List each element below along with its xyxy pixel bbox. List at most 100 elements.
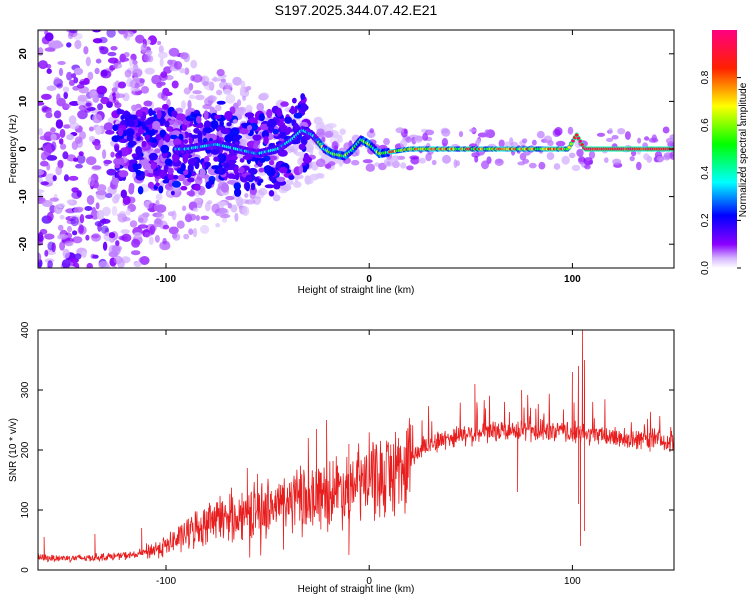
spectrogram-cell: [147, 181, 155, 189]
spectrogram-cell: [268, 190, 275, 197]
spectrogram-cell: [139, 78, 145, 84]
spectrogram-cell: [92, 30, 102, 33]
spectrogram-cell: [134, 82, 140, 89]
spectrogram-cell: [113, 158, 122, 166]
spectrogram-cell: [128, 140, 137, 146]
spectrogram-cell: [108, 244, 118, 255]
spectrogram-cell: [49, 197, 60, 202]
spectrogram-cell: [223, 88, 232, 95]
spectrogram-cell: [106, 30, 116, 38]
spectrogram-cell: [172, 154, 179, 163]
spectrogram-cell: [81, 250, 87, 258]
spectrogram-cell: [107, 51, 117, 57]
spectrogram-cell: [41, 280, 50, 287]
spectrogram-cell: [245, 104, 253, 113]
spectrogram-cell: [44, 32, 54, 42]
spectrogram-cell: [604, 157, 609, 164]
spectrogram-cell: [239, 158, 245, 163]
spectrogram-cell: [83, 278, 91, 286]
spectrogram-cell: [239, 86, 246, 95]
spectrogram-cell: [259, 92, 270, 100]
spectrogram-cell: [256, 102, 265, 112]
spectrogram-cell: [76, 84, 85, 89]
spectrogram-cell: [96, 184, 107, 192]
spectrogram-cell: [73, 67, 84, 76]
spectrogram-cell: [52, 175, 57, 182]
spectrogram-cell: [44, 249, 49, 257]
spectrogram-cell: [94, 142, 101, 151]
spectrogram-cell: [211, 203, 220, 214]
spectrogram-cell: [362, 159, 373, 164]
spectrogram-cell: [183, 139, 189, 144]
spectrogram-cell: [66, 271, 74, 276]
y-tick-label: 100: [20, 501, 31, 518]
spectrogram-cell: [405, 136, 412, 143]
spectrogram-cell: [122, 216, 131, 222]
spectrogram-cell: [246, 125, 253, 131]
colorbar-tick-label: 0.2: [700, 213, 711, 227]
spectrogram-cell: [74, 39, 82, 50]
spectrogram-cell: [234, 188, 242, 197]
spectrogram-cell: [68, 79, 75, 86]
spectrogram-cell: [59, 241, 66, 251]
spectrogram-cell: [90, 253, 96, 259]
spectrogram-cell: [244, 193, 249, 198]
spectrogram-cell: [56, 83, 63, 89]
spectrogram-cell: [226, 122, 232, 127]
spectrogram-cell: [157, 51, 168, 59]
y-tick-label: 300: [20, 381, 31, 398]
spectrogram-cell: [133, 232, 142, 238]
spectrogram-cell: [238, 166, 245, 174]
spectrogram-cell: [60, 143, 67, 150]
spectrogram-cell: [117, 30, 127, 35]
spectrogram-cell: [118, 138, 128, 143]
spectrogram-cell: [125, 208, 131, 216]
spectrogram-cell: [110, 151, 115, 158]
spectrogram-cell: [588, 160, 594, 165]
spectrogram-cell: [670, 142, 674, 148]
spectrogram-cell: [56, 18, 63, 27]
y-tick-label: 20: [18, 48, 29, 60]
spectrogram-cell: [46, 68, 52, 74]
spectrogram-cell: [150, 142, 157, 148]
spectrogram-cell: [76, 154, 86, 164]
spectrogram-cell: [112, 124, 119, 132]
spectrogram-cell: [258, 178, 264, 183]
spectrogram-cell: [225, 94, 236, 104]
spectrogram-cell: [224, 110, 233, 120]
spectrogram-cell: [154, 217, 161, 225]
spectrogram-cell: [74, 269, 83, 278]
spectrogram-cell: [441, 128, 451, 137]
spectrogram-cell: [100, 96, 110, 105]
spectrogram-cell: [205, 181, 212, 189]
spectrogram-cell: [70, 17, 74, 22]
spectrogram-cell: [85, 234, 90, 241]
spectrogram-cell: [92, 113, 103, 124]
spectrogram-cell: [219, 214, 231, 219]
spectrogram-cell: [279, 124, 288, 131]
spectrogram-cell: [181, 100, 186, 110]
spectrogram-cell: [365, 163, 375, 172]
spectrogram-cell: [84, 286, 89, 292]
spectrogram-cell: [62, 151, 69, 160]
spectrogram-cell: [84, 206, 93, 211]
spectrogram-cell: [391, 160, 400, 169]
spectrogram-cell: [643, 153, 650, 161]
spectrogram-cell: [157, 40, 162, 46]
spectrogram-cell: [157, 81, 166, 86]
spectrogram-cell: [254, 176, 260, 182]
spectrogram-cell: [51, 40, 63, 49]
spectrogram-cell: [207, 200, 213, 205]
spectrogram-cell: [171, 80, 179, 89]
spectrogram-cell: [136, 136, 141, 142]
spectrogram-cell: [172, 175, 179, 180]
spectrogram-cell: [52, 7, 61, 14]
spectrogram-cell: [38, 127, 43, 136]
spectrogram-cell: [79, 79, 87, 85]
spectrogram-cell: [120, 229, 130, 235]
colorbar-tick-label: 0.4: [700, 165, 711, 179]
spectrogram-cell: [298, 143, 306, 150]
spectrogram-cell: [246, 86, 252, 91]
spectrogram-cell: [517, 161, 526, 166]
spectrogram-cell: [179, 68, 186, 74]
